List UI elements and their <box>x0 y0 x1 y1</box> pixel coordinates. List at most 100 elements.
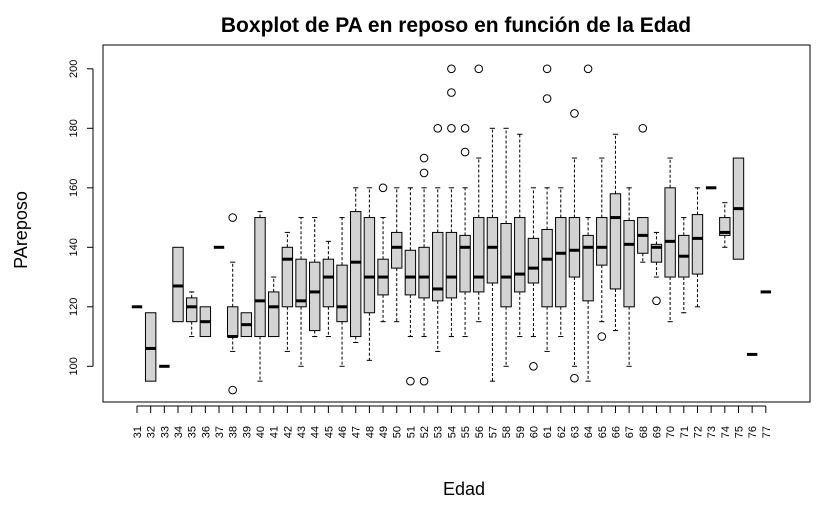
box-body <box>555 217 567 308</box>
box-body <box>363 217 376 314</box>
x-tick-label: 46 <box>337 426 349 438</box>
box-outlier <box>570 109 579 118</box>
box-body <box>514 217 526 293</box>
box-body <box>226 306 239 338</box>
box-body <box>541 228 553 308</box>
x-tick-label: 51 <box>405 426 417 438</box>
box-body <box>596 217 608 266</box>
y-tick-label: 200 <box>68 60 80 78</box>
box-outlier <box>460 147 470 157</box>
x-tick-label: 72 <box>692 426 704 438</box>
box-outlier <box>406 376 415 386</box>
box-outlier <box>419 153 429 163</box>
x-tick-label: 54 <box>446 426 458 438</box>
box-body <box>432 231 444 302</box>
x-tick-label: 34 <box>173 426 185 438</box>
x-tick-label: 37 <box>214 426 226 438</box>
x-tick-label: 71 <box>679 426 691 438</box>
box-body <box>281 246 294 308</box>
x-tick-label: 44 <box>310 426 322 438</box>
box-body <box>473 217 485 293</box>
box-outlier <box>447 124 456 133</box>
x-tick-label: 42 <box>282 426 294 438</box>
box-outlier <box>419 168 429 178</box>
box-body <box>404 249 417 296</box>
x-tick-label: 32 <box>146 426 158 438</box>
box-outlier <box>447 88 456 97</box>
x-axis-label: Edad <box>443 479 485 499</box>
x-tick-label: 60 <box>528 426 540 438</box>
y-tick-label: 140 <box>68 238 80 256</box>
box-outlier <box>419 376 429 386</box>
x-tick-label: 49 <box>378 426 390 438</box>
box-body <box>391 231 403 269</box>
x-tick-label: 53 <box>433 426 445 438</box>
x-tick-label: 48 <box>364 426 376 438</box>
box-body <box>322 258 335 308</box>
box-body <box>650 243 663 263</box>
x-tick-label: 38 <box>228 426 240 438</box>
box-body <box>445 231 458 299</box>
x-tick-label: 36 <box>200 426 212 438</box>
box-body <box>609 193 622 290</box>
box-body <box>418 246 430 299</box>
x-tick-label: 76 <box>747 426 759 438</box>
x-tick-label: 45 <box>323 426 335 438</box>
box-outlier <box>228 385 237 395</box>
box-body <box>568 217 581 278</box>
box-outlier <box>529 362 538 371</box>
x-tick-label: 58 <box>501 426 513 438</box>
box-outlier <box>570 373 579 383</box>
x-tick-label: 47 <box>351 426 363 438</box>
x-tick-label: 77 <box>761 426 773 438</box>
box-outlier <box>474 64 484 74</box>
y-tick-label: 180 <box>68 119 80 137</box>
x-tick-label: 67 <box>624 426 636 438</box>
box-body <box>664 187 676 278</box>
box-outlier <box>447 64 456 74</box>
x-tick-label: 63 <box>569 426 581 438</box>
x-tick-label: 61 <box>542 426 554 438</box>
box-outlier <box>583 64 593 74</box>
box-outlier <box>378 183 388 193</box>
y-tick-label: 100 <box>68 357 80 375</box>
x-tick-label: 50 <box>392 426 404 438</box>
x-tick-label: 68 <box>638 426 650 438</box>
box-body <box>582 234 594 302</box>
x-tick-label: 70 <box>665 426 677 438</box>
box-outlier <box>597 332 607 341</box>
x-tick-label: 52 <box>419 426 431 438</box>
box-body <box>254 217 266 338</box>
x-tick-label: 74 <box>720 426 732 438</box>
box-body <box>268 291 280 338</box>
box-body <box>500 223 512 308</box>
y-tick-label: 120 <box>68 298 80 316</box>
box-outlier <box>638 124 648 133</box>
x-tick-label: 65 <box>597 426 609 438</box>
box-body <box>185 297 198 323</box>
x-tick-label: 55 <box>460 426 472 438</box>
y-tick-label: 160 <box>68 179 80 197</box>
chart-title: Boxplot de PA en reposo en función de la… <box>221 14 691 37</box>
x-tick-label: 69 <box>651 426 663 438</box>
x-tick-label: 39 <box>241 426 253 438</box>
box-outlier <box>460 124 470 133</box>
box-outlier <box>542 64 552 74</box>
x-tick-label: 33 <box>159 426 171 438</box>
box-outlier <box>542 94 552 103</box>
x-tick-label: 43 <box>296 426 308 438</box>
x-tick-label: 73 <box>706 426 718 438</box>
box-body <box>719 217 731 236</box>
x-tick-label: 40 <box>255 426 267 438</box>
box-body <box>295 258 307 308</box>
box-body <box>691 214 704 275</box>
x-tick-label: 64 <box>583 426 595 438</box>
box-body <box>486 217 499 284</box>
x-tick-label: 62 <box>556 426 568 438</box>
x-tick-label: 41 <box>269 426 281 438</box>
plot-area: 100 120 140 160 180 200 31 32 33 34 35 36 37 38 39 40 41… <box>68 44 811 438</box>
box-body <box>527 237 540 284</box>
y-axis-label: PAreposo <box>11 191 31 269</box>
x-tick-label: 31 <box>132 426 144 438</box>
